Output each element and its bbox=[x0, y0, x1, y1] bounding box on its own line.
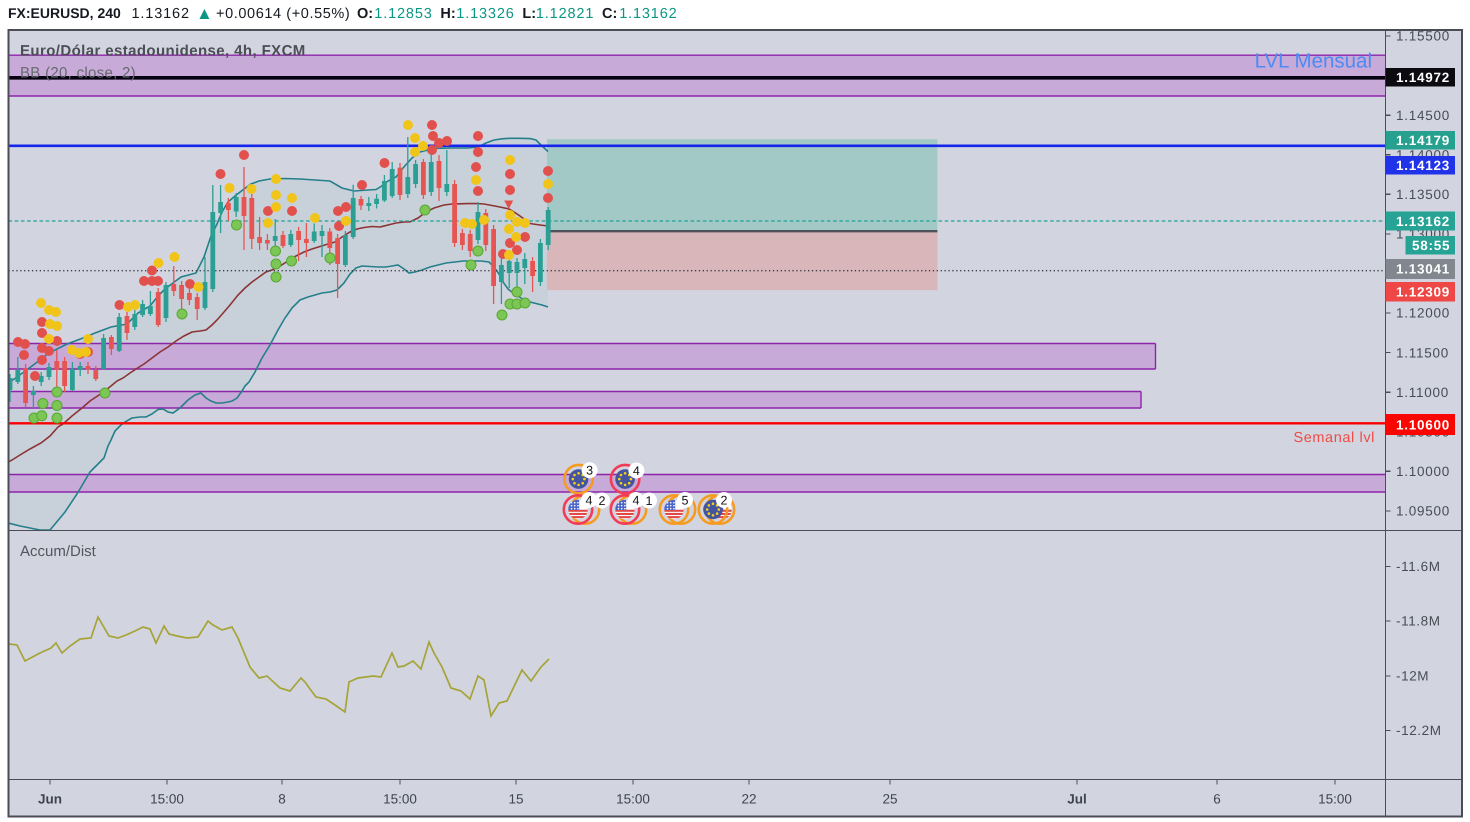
svg-text:L:: L: bbox=[522, 6, 536, 22]
svg-text:1.12309: 1.12309 bbox=[1396, 285, 1450, 300]
svg-text:1.14500: 1.14500 bbox=[1396, 108, 1450, 123]
svg-text:1.14179: 1.14179 bbox=[1396, 133, 1450, 148]
svg-text:1.12853: 1.12853 bbox=[374, 6, 432, 22]
svg-text:4: 4 bbox=[633, 464, 640, 478]
svg-text:-12.2M: -12.2M bbox=[1396, 723, 1442, 738]
svg-text:15:00: 15:00 bbox=[1318, 792, 1352, 807]
svg-text:4: 4 bbox=[633, 493, 640, 507]
svg-text:1.14123: 1.14123 bbox=[1396, 158, 1450, 173]
svg-text:1.13162: 1.13162 bbox=[132, 6, 190, 22]
svg-text:BB (20, close, 2): BB (20, close, 2) bbox=[20, 65, 136, 82]
svg-text:-11.6M: -11.6M bbox=[1396, 559, 1441, 574]
svg-text:1.12821: 1.12821 bbox=[536, 6, 594, 22]
svg-text:1.13500: 1.13500 bbox=[1396, 187, 1450, 202]
svg-text:15:00: 15:00 bbox=[150, 792, 184, 807]
svg-text:1.15500: 1.15500 bbox=[1396, 29, 1450, 44]
svg-text:1.11500: 1.11500 bbox=[1396, 345, 1449, 360]
svg-text:Euro/Dólar estadounidense, 4h,: Euro/Dólar estadounidense, 4h, FXCM bbox=[20, 43, 306, 60]
svg-text:1.13162: 1.13162 bbox=[1396, 214, 1450, 229]
svg-text:1.14972: 1.14972 bbox=[1396, 70, 1450, 85]
svg-text:FX:EURUSD, 240: FX:EURUSD, 240 bbox=[8, 5, 121, 21]
svg-text:25: 25 bbox=[882, 792, 897, 807]
svg-text:5: 5 bbox=[682, 493, 689, 507]
svg-text:22: 22 bbox=[741, 792, 756, 807]
svg-text:LVL Mensual: LVL Mensual bbox=[1255, 49, 1372, 72]
svg-text:15: 15 bbox=[508, 792, 523, 807]
svg-text:58:55: 58:55 bbox=[1412, 238, 1450, 253]
svg-text:3: 3 bbox=[586, 464, 593, 478]
svg-text:15:00: 15:00 bbox=[616, 792, 650, 807]
svg-text:+0.00614 (+0.55%): +0.00614 (+0.55%) bbox=[216, 6, 350, 22]
svg-text:15:00: 15:00 bbox=[383, 792, 417, 807]
svg-text:Jul: Jul bbox=[1067, 792, 1087, 807]
svg-text:1.13041: 1.13041 bbox=[1396, 262, 1450, 277]
svg-text:1.11000: 1.11000 bbox=[1396, 385, 1449, 400]
svg-text:1.13162: 1.13162 bbox=[619, 6, 677, 22]
svg-text:O:: O: bbox=[357, 6, 373, 22]
svg-text:1.09500: 1.09500 bbox=[1396, 504, 1450, 519]
svg-text:H:: H: bbox=[440, 6, 455, 22]
svg-text:1.10600: 1.10600 bbox=[1396, 417, 1450, 432]
svg-text:2: 2 bbox=[721, 493, 728, 507]
svg-text:8: 8 bbox=[278, 792, 286, 807]
svg-text:6: 6 bbox=[1213, 792, 1221, 807]
svg-text:1.13326: 1.13326 bbox=[456, 6, 514, 22]
svg-text:Jun: Jun bbox=[38, 792, 62, 807]
svg-text:4: 4 bbox=[586, 493, 593, 507]
svg-text:C:: C: bbox=[602, 6, 617, 22]
svg-text:-12M: -12M bbox=[1396, 669, 1429, 684]
svg-text:1: 1 bbox=[646, 494, 653, 508]
svg-text:1.10000: 1.10000 bbox=[1396, 464, 1450, 479]
svg-text:-11.8M: -11.8M bbox=[1396, 614, 1441, 629]
svg-text:1.12000: 1.12000 bbox=[1396, 306, 1450, 321]
svg-text:Accum/Dist: Accum/Dist bbox=[20, 543, 97, 560]
svg-text:▲: ▲ bbox=[196, 4, 213, 23]
svg-text:2: 2 bbox=[599, 494, 606, 508]
svg-text:Semanal lvl: Semanal lvl bbox=[1293, 430, 1375, 446]
